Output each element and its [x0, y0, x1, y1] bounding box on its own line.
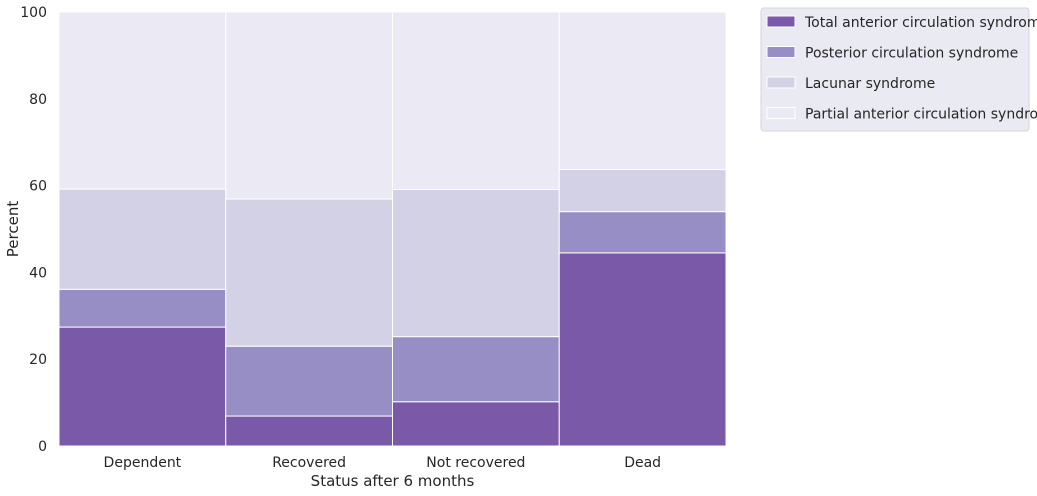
bar-segment — [58, 188, 227, 290]
bar-segment — [392, 11, 560, 191]
x-tick-label: Not recovered — [426, 455, 525, 471]
bar-segment — [225, 11, 393, 200]
legend-swatch — [766, 46, 796, 58]
x-tick-label: Dependent — [104, 455, 182, 471]
legend-swatch — [766, 15, 796, 28]
x-tick-label: Recovered — [272, 455, 346, 471]
legend-swatch — [766, 76, 796, 89]
legend-label: Lacunar syndrome — [805, 76, 935, 92]
legend-label: Posterior circulation syndrome — [805, 46, 1018, 62]
bar-segment — [225, 345, 393, 417]
bar-segment — [558, 11, 727, 171]
bar-segment — [225, 415, 393, 447]
bar-segment — [392, 189, 560, 338]
y-tick-label: 0 — [38, 439, 47, 455]
bar-segment — [58, 326, 227, 447]
legend-label: Total anterior circulation syndrome — [804, 15, 1037, 31]
y-axis: 0 20 40 60 80 100 — [20, 5, 47, 455]
bars — [58, 11, 727, 447]
bar-segment — [58, 288, 227, 328]
bar-segment — [58, 11, 227, 190]
legend-swatch — [766, 107, 796, 119]
legend: Total anterior circulation syndrome Poste… — [760, 7, 1037, 132]
y-tick-label: 20 — [29, 352, 47, 368]
bar-segment — [225, 198, 393, 347]
y-tick-label: 60 — [29, 179, 47, 195]
bar-segment — [392, 336, 560, 403]
bar-segment — [392, 401, 560, 447]
y-tick-label: 40 — [29, 265, 47, 281]
y-axis-title: Percent — [4, 201, 22, 258]
bar-segment — [558, 252, 727, 447]
y-tick-label: 100 — [20, 5, 47, 21]
bar-segment — [558, 211, 727, 254]
bar-segment — [558, 169, 727, 213]
legend-box — [760, 7, 1030, 132]
x-axis-title: Status after 6 months — [311, 472, 475, 490]
y-tick-label: 80 — [29, 92, 47, 108]
x-axis: Dependent Recovered Not recovered Dead — [104, 455, 662, 471]
x-tick-label: Dead — [624, 455, 661, 471]
legend-label: Partial anterior circulation syndrome — [805, 107, 1037, 123]
